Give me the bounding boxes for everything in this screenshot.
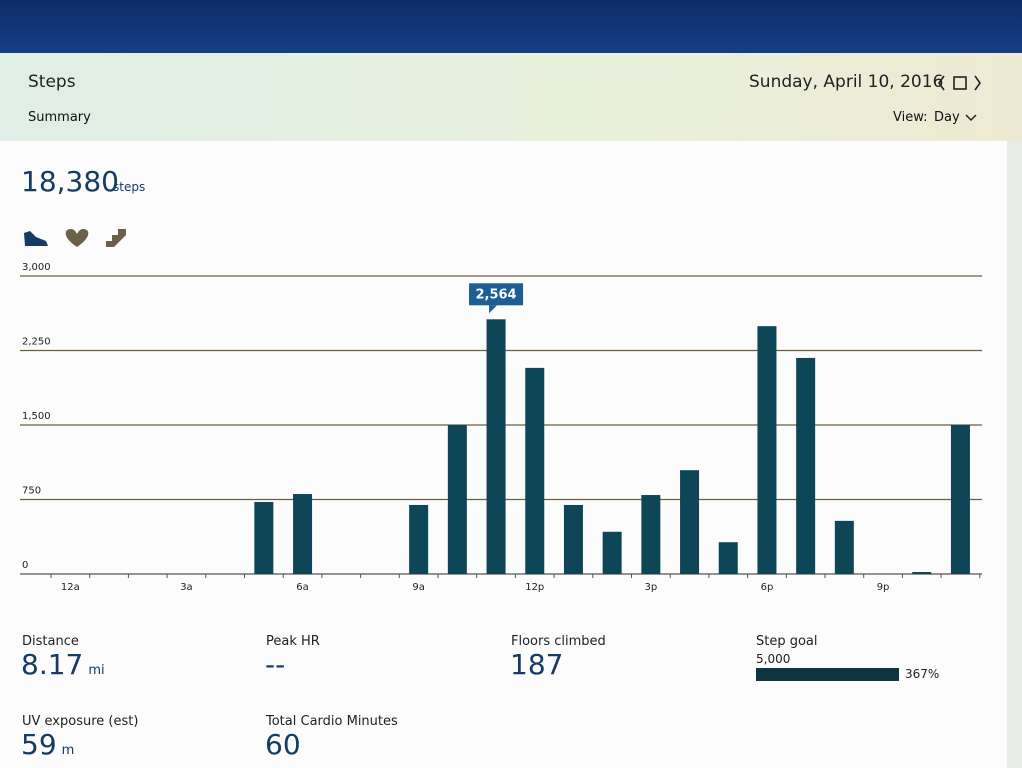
bar — [834, 520, 854, 574]
tooltip-box — [469, 283, 524, 306]
total-steps: 18,380 — [21, 165, 119, 198]
floors-icon[interactable] — [106, 229, 126, 247]
stat-value: 59 — [21, 728, 57, 761]
prev-button[interactable] — [938, 75, 945, 91]
bar — [486, 319, 506, 574]
bar — [525, 367, 545, 574]
x-tick-label: 9a — [412, 582, 425, 593]
bar — [950, 425, 970, 574]
summary-tab[interactable]: Summary — [28, 110, 91, 125]
y-tick-label: 3,000 — [22, 262, 51, 273]
y-tick-label: 2,250 — [22, 337, 51, 348]
goal-value: 5,000 — [756, 652, 791, 666]
metric-icons — [24, 229, 126, 247]
y-tick-label: 750 — [22, 486, 41, 497]
x-tick-label: 3p — [644, 582, 657, 593]
date: Sunday, April 10, 2016 — [749, 72, 944, 92]
y-tick-label: 1,500 — [22, 411, 51, 422]
tooltip-pointer — [489, 305, 498, 314]
bar — [602, 531, 622, 574]
view-label: View: — [893, 110, 928, 125]
x-tick-label: 3a — [180, 582, 193, 593]
bar — [293, 494, 313, 574]
bar — [563, 504, 583, 574]
heart-icon[interactable] — [65, 229, 89, 247]
bar — [641, 495, 661, 574]
bar — [718, 542, 738, 574]
page-title: Steps — [28, 72, 76, 92]
y-tick-label: 0 — [22, 560, 28, 571]
title-bar — [0, 0, 1022, 53]
date-nav — [938, 75, 981, 91]
bar — [447, 425, 467, 574]
stat-unit: m — [61, 743, 75, 758]
calendar-button[interactable] — [953, 76, 967, 90]
bar — [796, 357, 816, 574]
tooltip: 2,564 — [469, 283, 524, 314]
stat-label: Floors climbed — [511, 634, 606, 649]
stat-label: Total Cardio Minutes — [266, 714, 398, 729]
next-button[interactable] — [974, 75, 981, 91]
steps-chart: 0 750 1,500 2,250 3,000 12a 3a 6a 9a 2,564 12p 3p 6p… — [20, 262, 982, 593]
bar — [254, 501, 274, 574]
goal-percent: 367% — [905, 667, 940, 681]
x-tick-label: 12p — [525, 582, 544, 593]
stat-label: Step goal — [756, 634, 818, 649]
bar — [409, 504, 429, 574]
dropdown-arrow[interactable] — [964, 113, 978, 123]
x-tick-label: 12a — [61, 582, 80, 593]
stat-value: 8.17 — [21, 648, 84, 681]
header: Steps Summary Sunday, April 10, 2016 Vie… — [0, 53, 1022, 141]
total-unit: steps — [113, 180, 146, 194]
stat-value: -- — [265, 648, 286, 681]
bar — [757, 326, 777, 574]
stat-value: 60 — [265, 728, 301, 761]
stat-unit: mi — [88, 663, 105, 678]
bar — [912, 572, 932, 574]
steps-icon[interactable] — [24, 231, 48, 246]
x-tick-label: 6p — [761, 582, 774, 593]
stat-label: Distance — [22, 634, 79, 649]
stat-label: UV exposure (est) — [22, 714, 139, 729]
bar — [680, 470, 700, 574]
stat-label: Peak HR — [266, 634, 320, 649]
value-label: 2,564 — [475, 287, 516, 302]
view-dropdown[interactable]: Day — [934, 110, 960, 125]
x-tick-label: 6a — [296, 582, 309, 593]
goal-progress — [756, 668, 899, 681]
x-tick-label: 9p — [877, 582, 890, 593]
stat-value: 187 — [510, 648, 564, 681]
